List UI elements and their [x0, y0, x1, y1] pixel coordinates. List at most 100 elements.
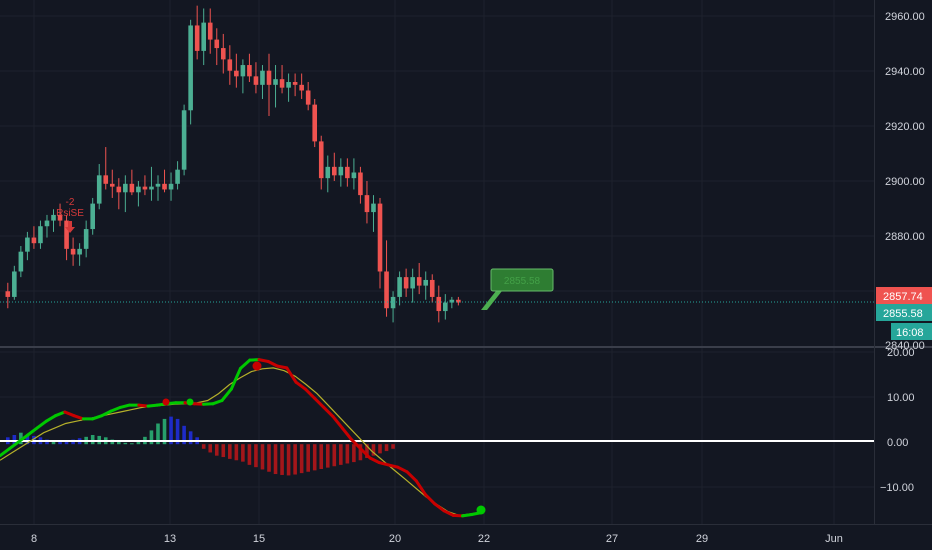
- price-candles[interactable]: [5, 5, 461, 323]
- candle[interactable]: [123, 175, 128, 213]
- macd-line-segment: [313, 396, 326, 409]
- candle[interactable]: [332, 152, 337, 181]
- candle[interactable]: [410, 268, 415, 303]
- candle[interactable]: [18, 246, 24, 278]
- candle[interactable]: [390, 291, 396, 323]
- candle[interactable]: [260, 65, 265, 99]
- candle[interactable]: [44, 214, 50, 238]
- time-tick-29: 29: [696, 533, 708, 545]
- buy-price-label: 2855.58: [883, 308, 923, 320]
- candle[interactable]: [429, 274, 435, 303]
- macd-line-segment: [387, 463, 400, 469]
- candle-body: [397, 277, 402, 297]
- time-tick-jun: Jun: [825, 533, 843, 545]
- time-scale[interactable]: 8 13 15 20 22 27 29 Jun: [0, 524, 932, 546]
- candle-body: [266, 70, 272, 85]
- candle[interactable]: [443, 294, 448, 320]
- candle-body: [109, 183, 115, 187]
- candle[interactable]: [25, 231, 30, 261]
- candle[interactable]: [142, 175, 148, 196]
- candle[interactable]: [423, 271, 429, 300]
- candle[interactable]: [207, 8, 213, 54]
- candle[interactable]: [338, 158, 344, 187]
- candle[interactable]: [155, 175, 161, 201]
- price-tick-2840: 2840.00: [885, 340, 925, 352]
- candle[interactable]: [175, 161, 180, 190]
- candle[interactable]: [96, 164, 102, 210]
- candle-body: [96, 175, 102, 204]
- candle[interactable]: [273, 65, 278, 108]
- price-callout[interactable]: 2855.58: [481, 268, 554, 310]
- candle[interactable]: [227, 45, 233, 85]
- candle[interactable]: [384, 240, 389, 317]
- histogram-bar: [312, 444, 317, 471]
- histogram-bar: [221, 444, 226, 458]
- macd-line-segment: [377, 461, 390, 467]
- candle[interactable]: [162, 169, 167, 193]
- candle[interactable]: [109, 169, 115, 198]
- candle[interactable]: [253, 62, 259, 94]
- candle[interactable]: [449, 296, 455, 309]
- candle[interactable]: [364, 180, 370, 224]
- candle[interactable]: [220, 33, 226, 74]
- candle[interactable]: [103, 147, 109, 190]
- candle[interactable]: [168, 172, 174, 201]
- candle[interactable]: [181, 104, 187, 176]
- candle[interactable]: [397, 271, 402, 306]
- candle[interactable]: [149, 166, 154, 201]
- candle[interactable]: [351, 158, 357, 190]
- candle[interactable]: [318, 135, 324, 190]
- candle[interactable]: [70, 237, 76, 266]
- candle[interactable]: [403, 268, 409, 297]
- candle-body: [332, 166, 337, 176]
- candle[interactable]: [299, 73, 304, 99]
- candle[interactable]: [129, 169, 135, 196]
- histogram-bar: [136, 440, 141, 445]
- candle[interactable]: [194, 5, 200, 60]
- candle[interactable]: [247, 53, 252, 83]
- candle[interactable]: [292, 73, 298, 97]
- candle-body: [371, 203, 376, 213]
- candle[interactable]: [312, 98, 318, 148]
- candle[interactable]: [188, 19, 193, 125]
- candle[interactable]: [345, 158, 350, 187]
- candle[interactable]: [240, 59, 246, 94]
- candle[interactable]: [64, 214, 69, 261]
- candle[interactable]: [214, 28, 220, 66]
- candle[interactable]: [279, 65, 285, 94]
- grid-lines: [0, 0, 874, 524]
- candle[interactable]: [266, 53, 272, 116]
- candle[interactable]: [38, 220, 43, 249]
- candle[interactable]: [51, 209, 56, 232]
- candle[interactable]: [456, 296, 461, 306]
- candle-body: [149, 186, 154, 190]
- candle[interactable]: [416, 262, 422, 295]
- candle[interactable]: [83, 220, 89, 258]
- candle[interactable]: [5, 282, 11, 309]
- candle[interactable]: [325, 155, 331, 193]
- candle[interactable]: [116, 178, 122, 210]
- histogram-bar: [149, 430, 154, 445]
- candle[interactable]: [31, 226, 37, 249]
- candle[interactable]: [286, 73, 291, 102]
- rsi-signal-marker[interactable]: -2 RsiSE: [56, 197, 84, 233]
- candle-body: [234, 70, 239, 77]
- candle[interactable]: [77, 243, 82, 266]
- candle[interactable]: [201, 8, 206, 66]
- candle[interactable]: [377, 197, 383, 289]
- candle[interactable]: [305, 82, 311, 111]
- macd-scale[interactable]: 20.00 10.00 0.00 −10.00: [880, 347, 915, 494]
- macd-line-segment: [220, 387, 233, 402]
- candle[interactable]: [234, 53, 239, 88]
- candle[interactable]: [436, 285, 442, 323]
- candle[interactable]: [358, 166, 363, 204]
- macd-tick-0: 0.00: [887, 437, 908, 449]
- price-scale[interactable]: 2960.00 2940.00 2920.00 2900.00 2880.00 …: [874, 0, 932, 525]
- candle[interactable]: [136, 180, 141, 207]
- candle[interactable]: [90, 197, 95, 235]
- candle-body: [155, 183, 161, 187]
- candle[interactable]: [57, 203, 63, 227]
- candle[interactable]: [371, 195, 376, 232]
- candle[interactable]: [12, 265, 17, 300]
